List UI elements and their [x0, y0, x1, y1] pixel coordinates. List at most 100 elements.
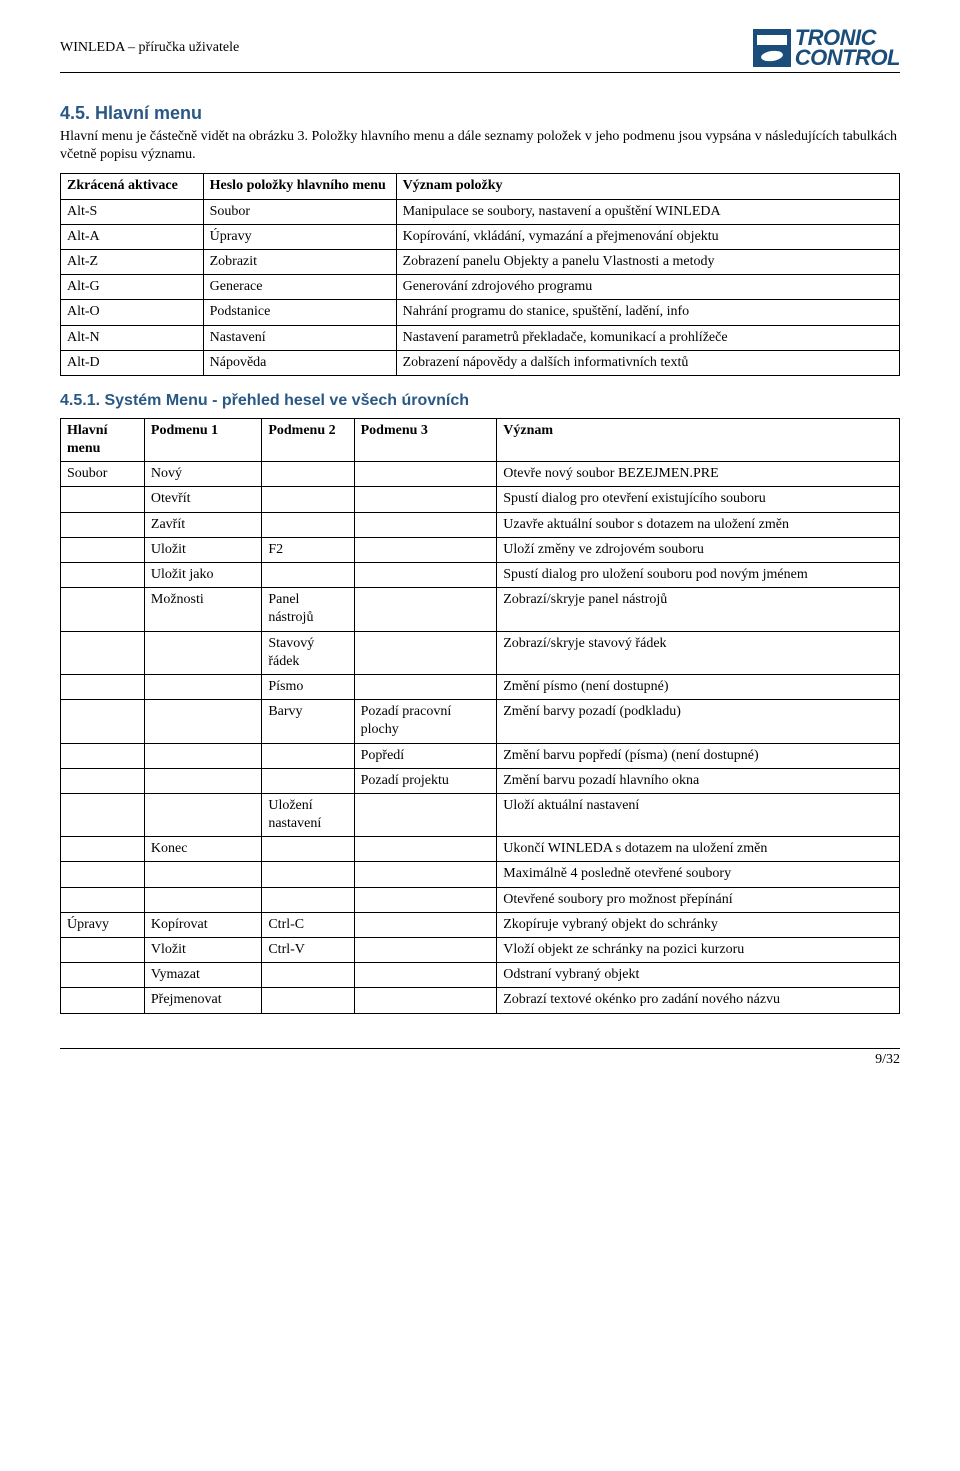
table-cell: Nastavení: [203, 325, 396, 350]
table-row: Alt-AÚpravyKopírování, vkládání, vymazán…: [61, 224, 900, 249]
table-cell: [354, 487, 497, 512]
table-cell: Uloží aktuální nastavení: [497, 793, 900, 836]
table-cell: Pozadí pracovní plochy: [354, 700, 497, 743]
table-cell: [354, 938, 497, 963]
table-cell: [61, 743, 145, 768]
table-cell: [61, 793, 145, 836]
table-cell: [354, 537, 497, 562]
table-cell: [61, 700, 145, 743]
table-cell: Soubor: [61, 462, 145, 487]
section-heading: 4.5. Hlavní menu: [60, 103, 900, 124]
table-cell: [262, 887, 354, 912]
table-cell: [61, 887, 145, 912]
table1-header: Zkrácená aktivace: [61, 174, 204, 199]
table-cell: [354, 793, 497, 836]
table-row: Alt-SSouborManipulace se soubory, nastav…: [61, 199, 900, 224]
table2-header: Význam: [497, 418, 900, 461]
table-cell: Změní písmo (není dostupné): [497, 674, 900, 699]
table-cell: Otevřené soubory pro možnost přepínání: [497, 887, 900, 912]
table-row: ÚpravyKopírovatCtrl-CZkopíruje vybraný o…: [61, 912, 900, 937]
table-cell: Generace: [203, 275, 396, 300]
table-row: UložitF2Uloží změny ve zdrojovém souboru: [61, 537, 900, 562]
table-cell: [61, 563, 145, 588]
table-cell: Kopírovat: [144, 912, 261, 937]
table-row: KonecUkončí WINLEDA s dotazem na uložení…: [61, 837, 900, 862]
table-cell: Zavřít: [144, 512, 261, 537]
table-cell: [144, 631, 261, 674]
logo-text: TRONIC CONTROL: [795, 28, 900, 68]
table1-header: Význam položky: [396, 174, 899, 199]
table-cell: Zobrazení nápovědy a dalších informativn…: [396, 350, 899, 375]
table-cell: Nahrání programu do stanice, spuštění, l…: [396, 300, 899, 325]
table-cell: [354, 988, 497, 1013]
table-cell: [144, 743, 261, 768]
table2-header: Podmenu 2: [262, 418, 354, 461]
table-cell: [144, 793, 261, 836]
table-cell: Změní barvu popředí (písma) (není dostup…: [497, 743, 900, 768]
table-cell: Uložit jako: [144, 563, 261, 588]
table-cell: Alt-G: [61, 275, 204, 300]
table-cell: [262, 487, 354, 512]
table-cell: [262, 963, 354, 988]
table-row: Pozadí projektuZmění barvu pozadí hlavní…: [61, 768, 900, 793]
table-cell: Uložení nastavení: [262, 793, 354, 836]
table2-header: Podmenu 1: [144, 418, 261, 461]
page-footer: 9/32: [60, 1048, 900, 1068]
table-cell: [262, 563, 354, 588]
table-cell: Barvy: [262, 700, 354, 743]
table-cell: Ctrl-C: [262, 912, 354, 937]
table-cell: [354, 588, 497, 631]
table-cell: Alt-D: [61, 350, 204, 375]
table-cell: Vymazat: [144, 963, 261, 988]
table-row: Uložit jako Spustí dialog pro uložení sou…: [61, 563, 900, 588]
table-row: BarvyPozadí pracovní plochyZmění barvy p…: [61, 700, 900, 743]
table-row: Stavový řádekZobrazí/skryje stavový řáde…: [61, 631, 900, 674]
table-cell: [354, 963, 497, 988]
table-cell: [262, 462, 354, 487]
table-row: PopředíZmění barvu popředí (písma) (není…: [61, 743, 900, 768]
table-cell: [61, 938, 145, 963]
table-cell: Alt-A: [61, 224, 204, 249]
table-cell: Spustí dialog pro otevření existujícího …: [497, 487, 900, 512]
table-cell: Vložit: [144, 938, 261, 963]
table-cell: Nastavení parametrů překladače, komunika…: [396, 325, 899, 350]
table-cell: F2: [262, 537, 354, 562]
table-row: VložitCtrl-VVloží objekt ze schránky na …: [61, 938, 900, 963]
table-row: ZavřítUzavře aktuální soubor s dotazem n…: [61, 512, 900, 537]
table-cell: Písmo: [262, 674, 354, 699]
table-cell: [61, 674, 145, 699]
table-cell: [262, 862, 354, 887]
table-cell: Spustí dialog pro uložení souboru pod no…: [497, 563, 900, 588]
company-logo: TRONIC CONTROL: [753, 28, 900, 68]
table-cell: Maximálně 4 posledně otevřené soubory: [497, 862, 900, 887]
table-cell: [61, 768, 145, 793]
table-row: Alt-NNastaveníNastavení parametrů překla…: [61, 325, 900, 350]
section-intro: Hlavní menu je částečně vidět na obrázku…: [60, 128, 900, 166]
table2-header: Hlavní menu: [61, 418, 145, 461]
table-cell: Přejmenovat: [144, 988, 261, 1013]
table-row: Otevřené soubory pro možnost přepínání: [61, 887, 900, 912]
table-cell: Zobrazí/skryje stavový řádek: [497, 631, 900, 674]
table-cell: Odstraní vybraný objekt: [497, 963, 900, 988]
table-cell: [354, 512, 497, 537]
table-cell: [61, 837, 145, 862]
table-cell: Podstanice: [203, 300, 396, 325]
page-number: 9/32: [875, 1052, 900, 1067]
table-cell: [354, 912, 497, 937]
table-row: Alt-GGeneraceGenerování zdrojového progr…: [61, 275, 900, 300]
table-cell: Konec: [144, 837, 261, 862]
table-row: MožnostiPanel nástrojůZobrazí/skryje pan…: [61, 588, 900, 631]
table-cell: [61, 537, 145, 562]
table-cell: [61, 988, 145, 1013]
table-cell: [354, 631, 497, 674]
table-row: OtevřítSpustí dialog pro otevření existu…: [61, 487, 900, 512]
table-cell: Uložit: [144, 537, 261, 562]
document-title: WINLEDA – příručka uživatele: [60, 40, 239, 56]
table-cell: Změní barvy pozadí (podkladu): [497, 700, 900, 743]
table-row: Alt-ZZobrazitZobrazení panelu Objekty a …: [61, 249, 900, 274]
table-row: Vymazat Odstraní vybraný objekt: [61, 963, 900, 988]
menu-overview-table: Hlavní menuPodmenu 1Podmenu 2Podmenu 3Vý…: [60, 418, 900, 1014]
shortcuts-table: Zkrácená aktivaceHeslo položky hlavního …: [60, 173, 900, 376]
table-cell: Úpravy: [61, 912, 145, 937]
table-cell: Alt-S: [61, 199, 204, 224]
